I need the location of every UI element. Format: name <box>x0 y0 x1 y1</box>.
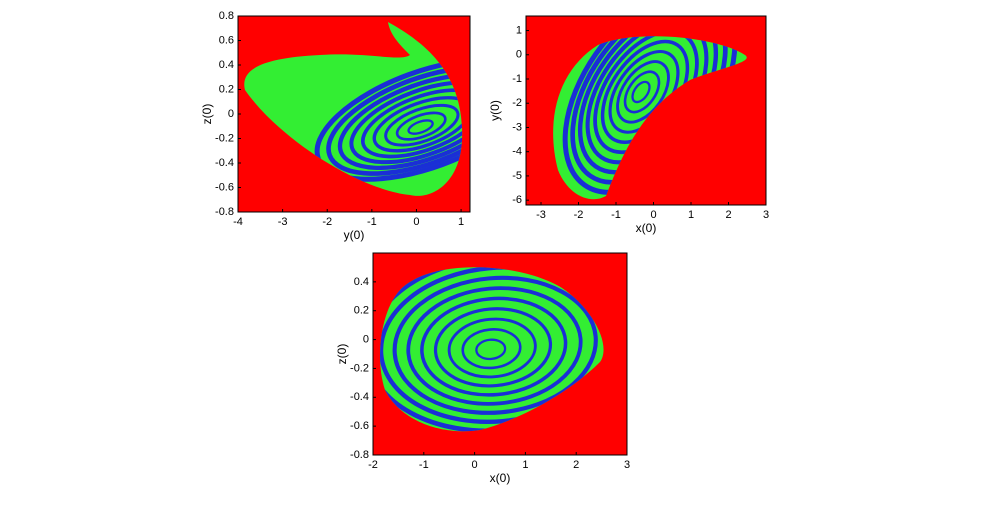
y-tick-label: -1 <box>512 73 522 85</box>
y-tick-label: -2 <box>512 97 522 109</box>
x-tick-label: 2 <box>573 459 579 471</box>
blue-stripe <box>337 72 463 171</box>
blue-stripe <box>349 80 463 165</box>
x-tick-label: -4 <box>233 216 243 228</box>
y-tick-label: -0.6 <box>350 420 369 432</box>
y-tick-label: 0.2 <box>354 305 369 317</box>
blue-stripe <box>384 103 460 147</box>
blue-stripe <box>395 111 447 141</box>
y-tick-label: -3 <box>512 121 522 133</box>
x-tick-label: 2 <box>725 209 731 221</box>
y-tick-label: -0.4 <box>215 157 234 169</box>
y-tick-label: -5 <box>512 170 522 182</box>
x-tick-label: -3 <box>536 209 546 221</box>
blue-stripe <box>616 60 670 124</box>
y-tick-label: -0.4 <box>350 391 369 403</box>
x-tick-label: 1 <box>458 216 464 228</box>
blue-stripe <box>447 317 537 379</box>
x-axis-label: y(0) <box>344 228 365 242</box>
plot-frame <box>525 15 767 206</box>
y-tick-label: -0.8 <box>350 449 369 461</box>
x-axis-label: x(0) <box>636 221 657 235</box>
y-tick-label: -4 <box>512 146 522 158</box>
blue-stripe <box>360 88 463 159</box>
y-tick-label: 1 <box>516 24 522 36</box>
x-tick-label: 3 <box>624 459 630 471</box>
blue-stripe <box>372 96 463 153</box>
y-tick-label: 0.2 <box>219 83 234 95</box>
x-tick-label: 3 <box>763 209 769 221</box>
x-tick-label: -3 <box>278 216 288 228</box>
blue-stripe <box>461 328 522 370</box>
x-tick-label: 0 <box>413 216 419 228</box>
y-tick-label: 0 <box>363 333 369 345</box>
x-tick-label: 0 <box>650 209 656 221</box>
y-tick-label: -0.8 <box>215 206 234 218</box>
blue-stripe <box>407 119 434 135</box>
y-tick-label: 0.8 <box>219 10 234 22</box>
y-tick-label: 0.6 <box>219 34 234 46</box>
blue-stripe <box>475 338 507 361</box>
blue-stripe <box>631 80 651 104</box>
x-tick-label: -2 <box>574 209 584 221</box>
blue-stripe <box>623 70 661 114</box>
y-tick-label: -0.2 <box>350 362 369 374</box>
y-tick-label: 0.4 <box>354 276 369 288</box>
y-tick-label: -0.2 <box>215 132 234 144</box>
x-tick-label: 1 <box>522 459 528 471</box>
y-tick-label: 0 <box>228 108 234 120</box>
blue-stripe <box>326 65 463 176</box>
y-axis-label: z(0) <box>335 344 349 365</box>
x-tick-label: -1 <box>611 209 621 221</box>
x-tick-label: 0 <box>472 459 478 471</box>
y-tick-label: -0.6 <box>215 181 234 193</box>
x-axis-label: x(0) <box>490 471 511 485</box>
blue-stripe <box>433 307 553 388</box>
blue-stripe <box>406 286 583 406</box>
plot-frame <box>372 252 628 456</box>
blue-stripe <box>380 267 604 425</box>
y-tick-label: 0.4 <box>219 59 234 71</box>
y-axis-label: y(0) <box>488 100 502 121</box>
x-tick-label: -1 <box>419 459 429 471</box>
x-tick-label: -2 <box>322 216 332 228</box>
blue-stripe <box>392 275 598 415</box>
y-tick-label: -6 <box>512 194 522 206</box>
x-tick-label: 1 <box>688 209 694 221</box>
y-tick-label: 0 <box>516 49 522 61</box>
x-tick-label: -2 <box>368 459 378 471</box>
blue-stripe <box>420 296 568 397</box>
y-axis-label: z(0) <box>200 104 214 125</box>
x-tick-label: -1 <box>367 216 377 228</box>
